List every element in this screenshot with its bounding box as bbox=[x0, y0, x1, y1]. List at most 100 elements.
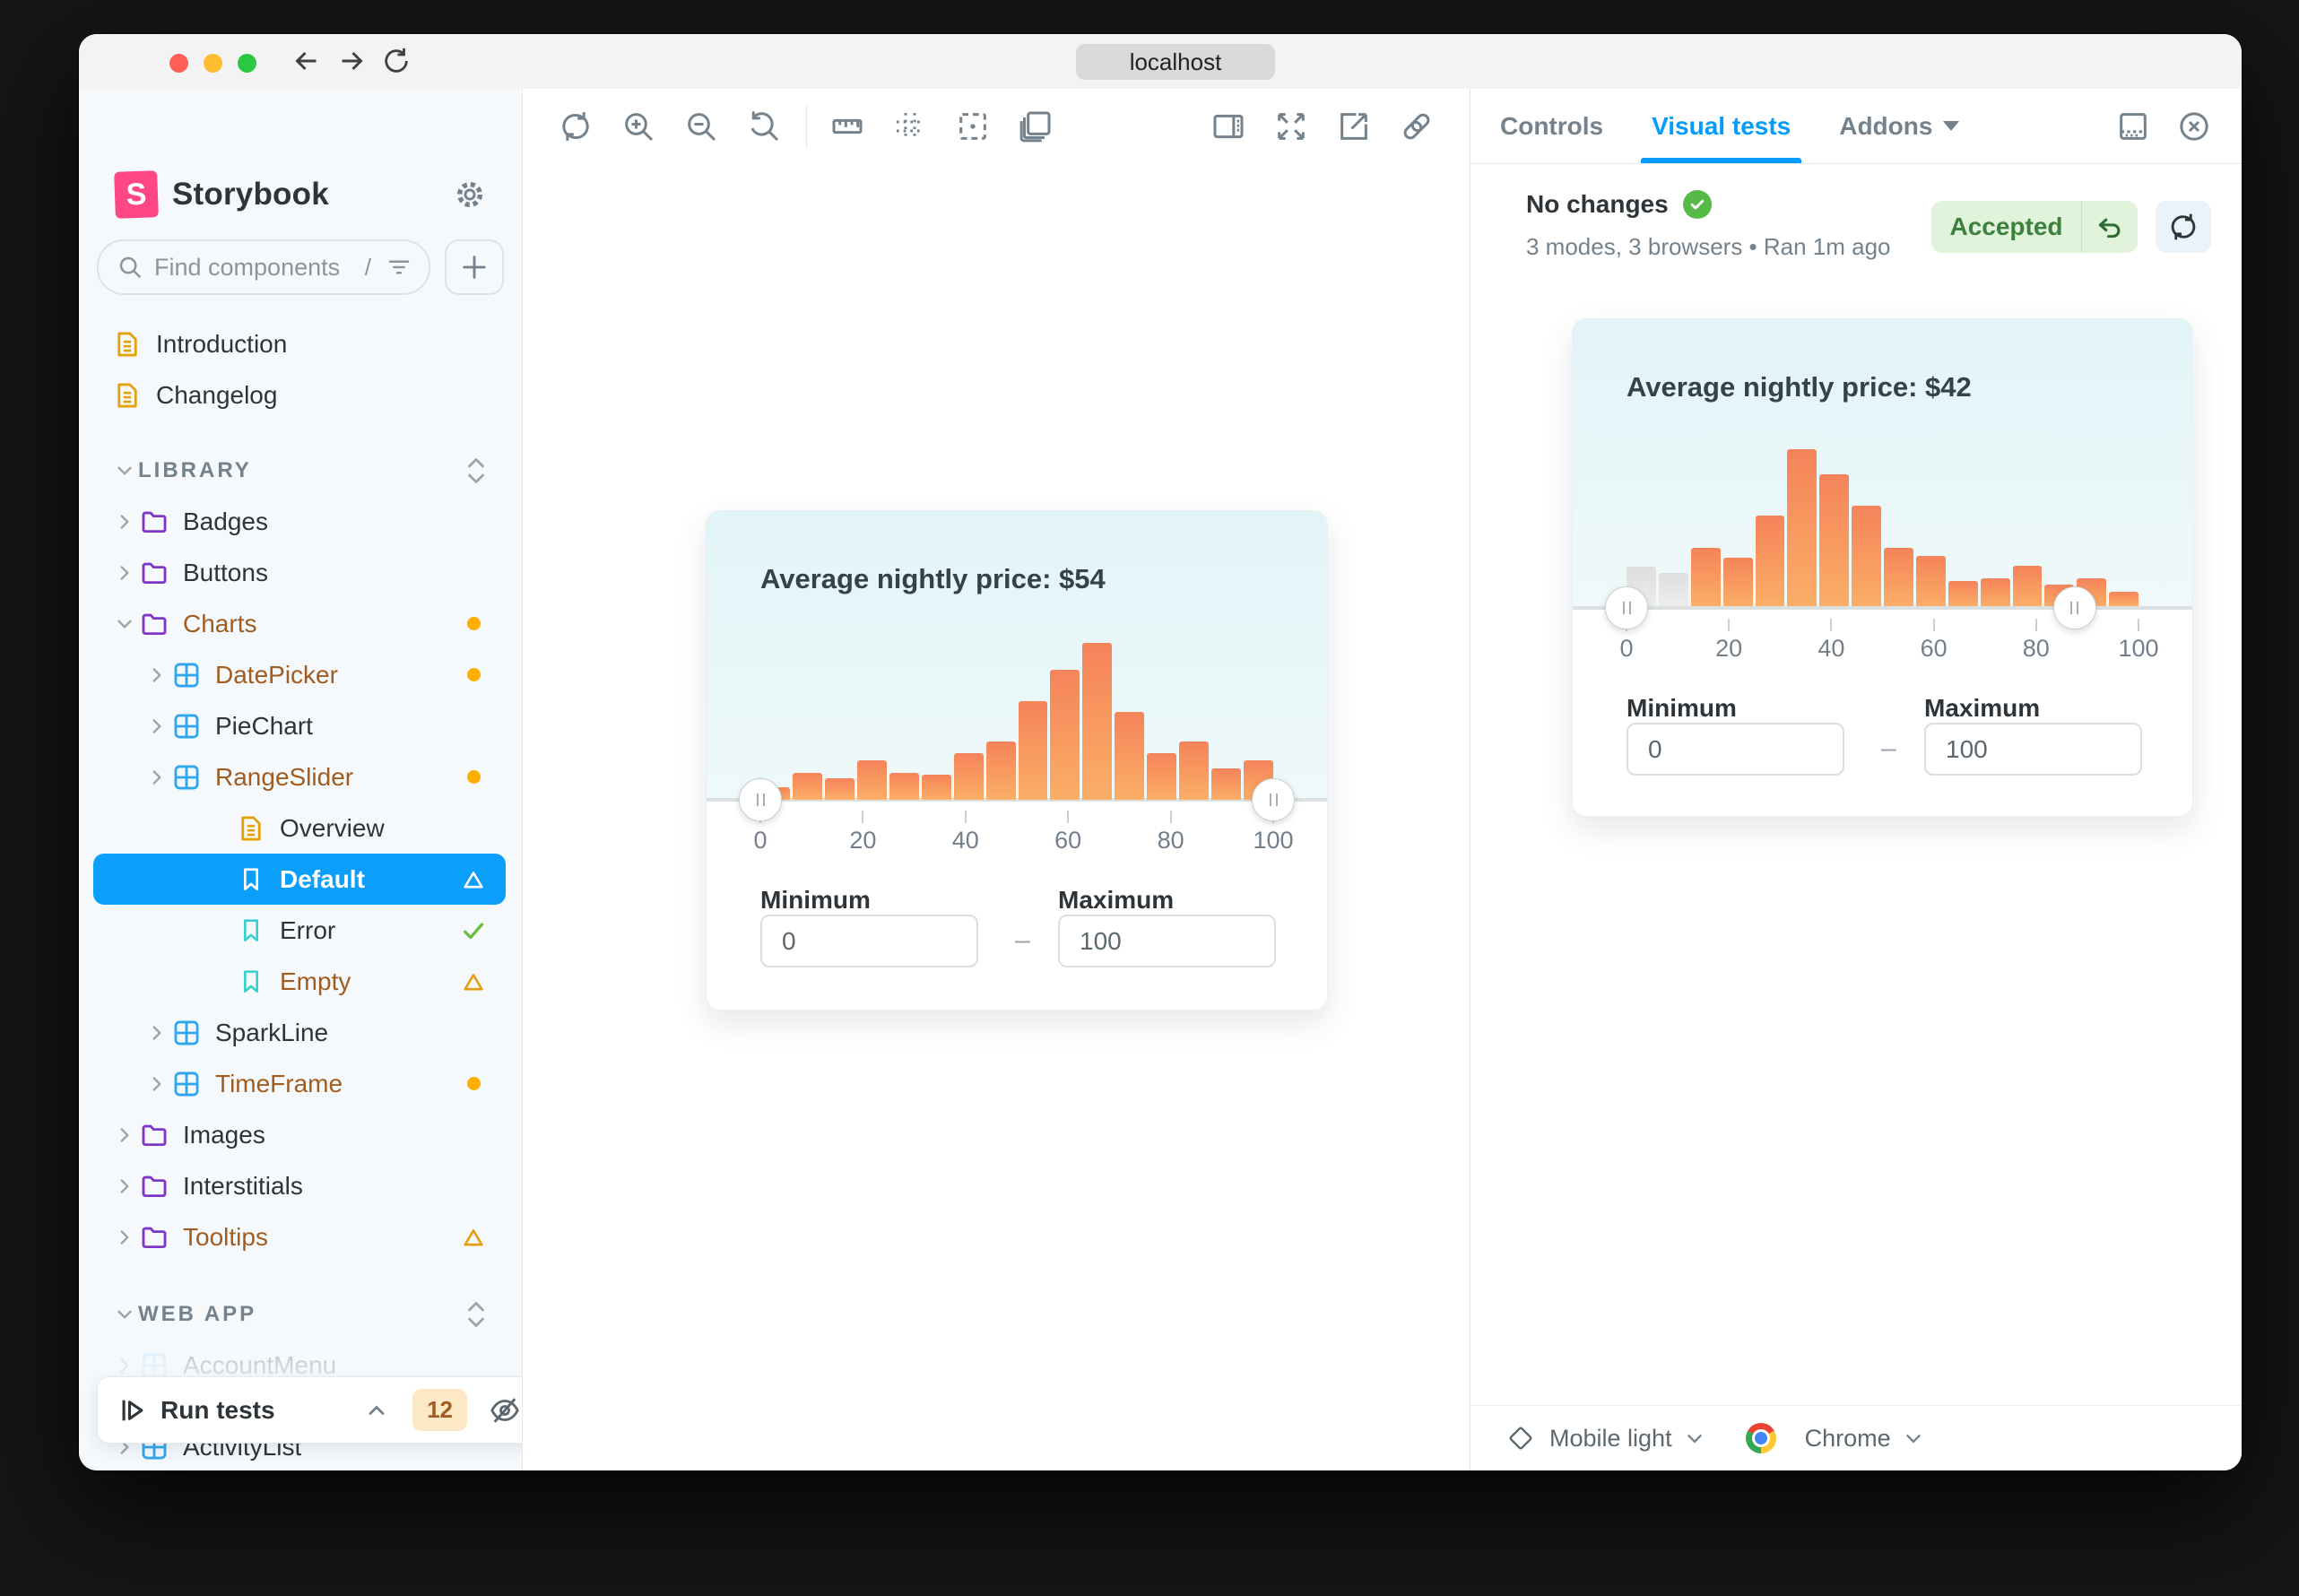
chevron-right-icon[interactable] bbox=[143, 1071, 170, 1097]
chart-background bbox=[1573, 319, 2192, 608]
gear-icon[interactable] bbox=[450, 175, 490, 214]
chevron-right-icon[interactable] bbox=[143, 662, 170, 689]
tab-addons[interactable]: Addons bbox=[1839, 89, 1960, 163]
chevron-right-icon[interactable] bbox=[111, 508, 138, 535]
sync-icon bbox=[2171, 213, 2196, 240]
panel-toggle-icon[interactable] bbox=[1208, 106, 1249, 147]
tab-visual-tests[interactable]: Visual tests bbox=[1641, 89, 1802, 163]
address-bar[interactable]: localhost bbox=[1076, 44, 1275, 80]
minimize-traffic-light[interactable] bbox=[204, 54, 222, 73]
collapse-chevron-icon[interactable] bbox=[364, 1398, 389, 1423]
min-input[interactable]: 0 bbox=[760, 915, 978, 967]
max-input[interactable]: 100 bbox=[1058, 915, 1276, 967]
sidebar-item-datepicker[interactable]: DatePicker bbox=[93, 649, 506, 700]
chevron-right-icon[interactable] bbox=[143, 713, 170, 740]
folder-icon bbox=[138, 557, 170, 589]
sidebar-item-charts[interactable]: Charts bbox=[93, 598, 506, 649]
changes-triangle-icon bbox=[457, 863, 490, 896]
brand-title: Storybook bbox=[172, 177, 329, 212]
sidebar-item-rangeslider[interactable]: RangeSlider bbox=[93, 751, 506, 802]
sidebar-item-images[interactable]: Images bbox=[93, 1109, 506, 1160]
sidebar-item-interstitials[interactable]: Interstitials bbox=[93, 1160, 506, 1211]
grid-icon[interactable] bbox=[889, 106, 931, 147]
item-label: Charts bbox=[183, 609, 257, 638]
histogram-bar bbox=[1690, 548, 1721, 606]
chevron-right-icon[interactable] bbox=[111, 1173, 138, 1200]
chevron-down-icon[interactable] bbox=[111, 1301, 138, 1328]
sidebar-item-badges[interactable]: Badges bbox=[93, 496, 506, 547]
min-slider-handle[interactable] bbox=[1605, 586, 1648, 629]
changed-dot-icon bbox=[457, 608, 490, 640]
run-tests-widget[interactable]: Run tests 12 bbox=[97, 1376, 522, 1444]
measure-icon[interactable] bbox=[827, 106, 868, 147]
chevron-right-icon[interactable] bbox=[143, 764, 170, 791]
search-input[interactable]: Find components / bbox=[97, 239, 430, 295]
outline-icon[interactable] bbox=[952, 106, 993, 147]
chevron-right-icon[interactable] bbox=[111, 559, 138, 586]
sidebar-item-overview[interactable]: Overview bbox=[93, 802, 506, 854]
axis-tick-label: 80 bbox=[2022, 635, 2050, 662]
watch-mode-icon[interactable] bbox=[489, 1394, 521, 1427]
sidebar-item-default[interactable]: Default bbox=[93, 854, 506, 905]
sidebar-item-timeframe[interactable]: TimeFrame bbox=[93, 1058, 506, 1109]
collapse-expand-icon[interactable] bbox=[463, 453, 491, 489]
max-slider-handle[interactable] bbox=[2052, 586, 2096, 629]
max-input[interactable]: 100 bbox=[1924, 723, 2142, 776]
chevron-right-icon[interactable] bbox=[111, 1122, 138, 1149]
browser-selector[interactable]: Chrome bbox=[1745, 1423, 1925, 1453]
close-icon[interactable] bbox=[2173, 106, 2215, 147]
forward-icon[interactable] bbox=[332, 41, 371, 81]
create-story-button[interactable] bbox=[445, 239, 504, 295]
bottom-panel-icon[interactable] bbox=[2112, 106, 2154, 147]
sidebar-item-library[interactable]: LIBRARY bbox=[93, 445, 506, 496]
chevron-right-icon[interactable] bbox=[143, 1019, 170, 1046]
histogram-bar bbox=[1050, 669, 1080, 800]
close-traffic-light[interactable] bbox=[169, 54, 188, 73]
sidebar-item-buttons[interactable]: Buttons bbox=[93, 547, 506, 598]
layers-icon[interactable] bbox=[1015, 106, 1056, 147]
sidebar-item-web-app[interactable]: WEB APP bbox=[93, 1288, 506, 1340]
sidebar-item-introduction[interactable]: Introduction bbox=[93, 318, 506, 369]
accepted-button[interactable]: Accepted bbox=[1931, 201, 2138, 253]
min-input[interactable]: 0 bbox=[1627, 723, 1844, 776]
min-slider-handle[interactable] bbox=[739, 778, 782, 821]
sidebar-item-error[interactable]: Error bbox=[93, 905, 506, 956]
zoom-reset-icon[interactable] bbox=[743, 106, 785, 147]
tab-controls[interactable]: Controls bbox=[1500, 111, 1604, 140]
chevron-right-icon[interactable] bbox=[111, 1224, 138, 1251]
item-label: Buttons bbox=[183, 558, 268, 586]
item-label: Tooltips bbox=[183, 1222, 268, 1251]
changed-dot-icon bbox=[457, 761, 490, 794]
mode-selector[interactable]: Mobile light bbox=[1506, 1424, 1706, 1453]
item-label: Default bbox=[280, 864, 365, 893]
sidebar-item-piechart[interactable]: PieChart bbox=[93, 700, 506, 751]
rerun-tests-button[interactable] bbox=[2156, 201, 2211, 253]
remount-icon[interactable] bbox=[555, 106, 596, 147]
collapse-expand-icon[interactable] bbox=[463, 1297, 491, 1332]
min-field-label: Minimum bbox=[1627, 694, 1737, 722]
folder-icon bbox=[138, 1119, 170, 1151]
diamond-icon bbox=[1506, 1424, 1535, 1453]
toolbar-divider bbox=[806, 104, 807, 148]
reload-icon[interactable] bbox=[377, 41, 416, 81]
filter-icon[interactable] bbox=[386, 254, 412, 281]
zoom-out-icon[interactable] bbox=[681, 106, 722, 147]
zoom-in-icon[interactable] bbox=[618, 106, 659, 147]
back-icon[interactable] bbox=[287, 41, 326, 81]
changed-dot-icon bbox=[457, 659, 490, 691]
undo-icon[interactable] bbox=[2082, 201, 2138, 253]
component-icon bbox=[170, 710, 203, 742]
sidebar-item-sparkline[interactable]: SparkLine bbox=[93, 1007, 506, 1058]
chevron-down-icon[interactable] bbox=[111, 457, 138, 484]
fullscreen-icon[interactable] bbox=[1271, 106, 1312, 147]
sidebar-item-tooltips[interactable]: Tooltips bbox=[93, 1211, 506, 1262]
chevron-down-icon[interactable] bbox=[111, 611, 138, 638]
maximize-traffic-light[interactable] bbox=[238, 54, 256, 73]
link-icon[interactable] bbox=[1396, 106, 1437, 147]
sidebar-item-empty[interactable]: Empty bbox=[93, 956, 506, 1007]
sidebar-item-changelog[interactable]: Changelog bbox=[93, 369, 506, 421]
open-new-tab-icon[interactable] bbox=[1333, 106, 1375, 147]
max-slider-handle[interactable] bbox=[1252, 778, 1295, 821]
histogram-bar bbox=[1755, 515, 1785, 606]
